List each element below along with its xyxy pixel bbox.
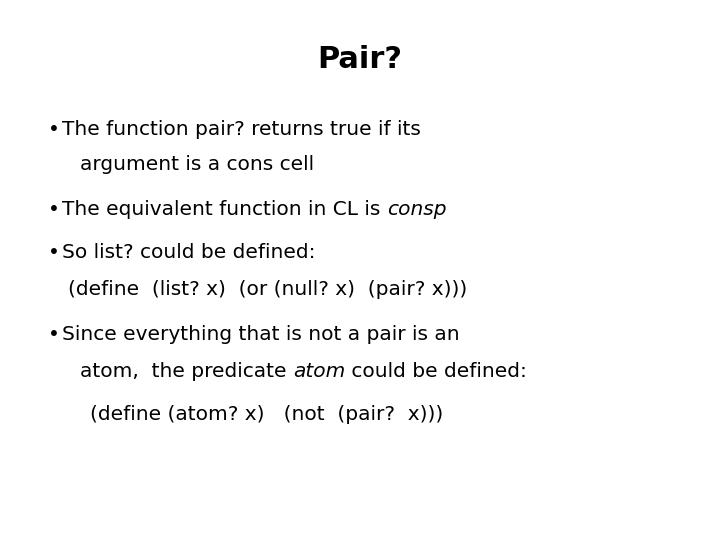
Text: So list? could be defined:: So list? could be defined: xyxy=(62,243,315,262)
Text: The function pair? returns true if its: The function pair? returns true if its xyxy=(62,120,421,139)
Text: Pair?: Pair? xyxy=(318,45,402,74)
Text: •: • xyxy=(48,120,60,139)
Text: atom: atom xyxy=(293,362,345,381)
Text: could be defined:: could be defined: xyxy=(345,362,527,381)
Text: atom,  the predicate: atom, the predicate xyxy=(80,362,293,381)
Text: •: • xyxy=(48,200,60,219)
Text: •: • xyxy=(48,325,60,344)
Text: •: • xyxy=(48,243,60,262)
Text: (define  (list? x)  (or (null? x)  (pair? x))): (define (list? x) (or (null? x) (pair? x… xyxy=(68,280,467,299)
Text: Since everything that is not a pair is an: Since everything that is not a pair is a… xyxy=(62,325,459,344)
Text: The equivalent function in CL is: The equivalent function in CL is xyxy=(62,200,387,219)
Text: (define (atom? x)   (not  (pair?  x))): (define (atom? x) (not (pair? x))) xyxy=(90,405,444,424)
Text: consp: consp xyxy=(387,200,446,219)
Text: argument is a cons cell: argument is a cons cell xyxy=(80,155,314,174)
